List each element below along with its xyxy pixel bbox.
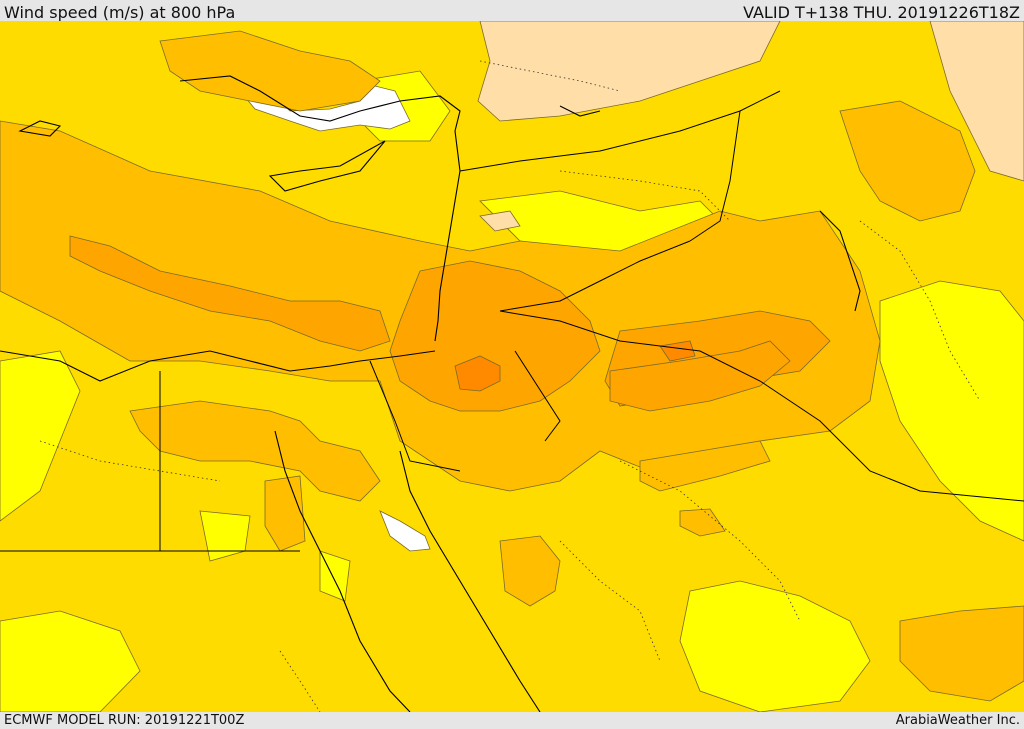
zone-ly-east [879,280,1024,542]
coast-caspian-hint [559,105,601,117]
zone-lo-egypt [129,400,381,502]
zone-do-core [454,355,501,392]
zone-lo-south [679,508,726,537]
coast-red-sea-east [399,450,541,712]
admin-line-7 [279,650,321,712]
zone-o-levant [389,260,601,412]
admin-line-2 [859,220,981,402]
zone-lo-gulf [639,440,771,492]
header-bar: Wind speed (m/s) at 800 hPa VALID T+138 … [0,0,1024,22]
zone-lo-iraq [839,100,976,222]
zone-ly-red-sea [319,550,351,602]
map-title: Wind speed (m/s) at 800 hPa [4,3,236,22]
border-jordan-saudi [499,310,1024,502]
coast-red-sea-west [274,430,411,712]
lightest-zones [477,21,1024,232]
zone-do-east [659,340,696,362]
zone-ly-se [679,580,871,712]
valid-time: VALID T+138 THU. 20191226T18Z [743,3,1020,22]
coast-north-africa [0,350,436,382]
zone-lo-turkey-west [159,30,381,112]
border-sinai [369,360,461,472]
admin-line-6 [479,60,621,92]
zone-ly-sw [0,610,141,712]
coast-turkey-south [179,75,461,172]
admin-line-5 [559,540,661,662]
admin-lines [39,60,981,712]
zone-lo-se [899,605,1024,702]
border-syria-iraq [689,110,741,242]
model-run-label: ECMWF MODEL RUN: 20191221T00Z [4,713,245,728]
zone-cream-ne [929,21,1024,182]
zone-o-med-jet [69,235,391,352]
zone-cream-turkey [477,21,781,122]
footer-bar: ECMWF MODEL RUN: 20191221T00Z ArabiaWeat… [0,712,1024,729]
orange-zones [69,235,831,412]
coast-gulf [819,210,861,312]
border-jordan-east [514,350,561,442]
coast-levant [434,170,461,342]
border-turkey-syria [459,90,781,172]
zone-ly-west [0,350,81,522]
credit-label: ArabiaWeather Inc. [895,713,1020,728]
zone-calm-red-sea [379,510,431,552]
dark-orange-zones [454,340,696,392]
coastlines [0,75,861,712]
zone-lo-saudi [499,535,561,607]
zone-lo-west-sinai [264,475,306,552]
wind-speed-map [0,21,1024,712]
admin-line-3 [619,460,801,622]
coast-cyprus [268,140,386,192]
political-borders [0,90,1024,552]
coast-crete [18,120,62,137]
admin-line-1 [559,170,731,222]
admin-line-4 [39,440,221,482]
border-iraq-jordan [499,240,691,312]
zone-cream-small [479,210,521,232]
